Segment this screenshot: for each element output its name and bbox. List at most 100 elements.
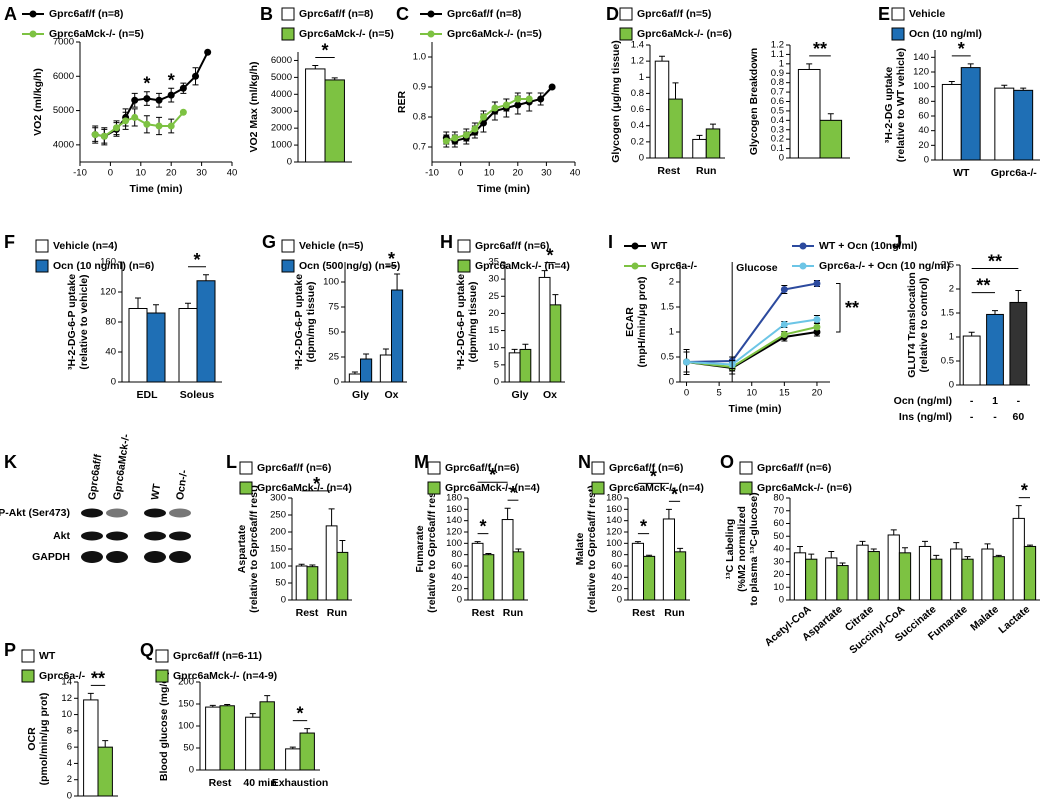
point [112,124,120,132]
point [143,95,151,103]
x-tick-label: 0 [458,168,463,179]
condition-label: Ins (ng/ml) [899,411,952,423]
bar [1009,301,1028,386]
y-tick-label: 50 [328,327,339,338]
y-axis-label: (relative to Gprc6af/f rest) [586,485,598,613]
blot-band [81,531,103,541]
blot-band [169,551,191,563]
y-tick-label: 0 [287,157,292,168]
y-tick-label: 0.5 [661,352,674,363]
error-bar [933,554,940,560]
bar [295,565,308,601]
bar [960,67,981,161]
y-tick-label: 60 [611,561,622,572]
error-bar [992,310,998,315]
series-line [686,326,818,369]
y-tick-label: 40 [105,347,116,358]
panel-letter: M [414,452,429,472]
y-tick-label: 20 [918,140,929,151]
legend-label: Gprc6aMck-/- (n=4) [475,260,570,272]
x-tick-label: Rest [209,777,232,789]
point [813,280,821,287]
y-tick-label: 180 [446,493,462,504]
y-tick-label: 0 [281,595,286,606]
legend-label: Gprc6aMck-/- (n=4) [445,482,540,494]
legend-swatch [739,481,753,495]
panel-letter: K [4,452,17,472]
bar [930,558,943,601]
y-tick-label: 20 [611,583,622,594]
annotation: * [509,483,516,503]
bar [836,565,849,601]
legend-label: Gprc6aMck-/- (n=5) [447,28,542,40]
y-tick-label: 0.6 [631,104,644,115]
legend-swatch [281,7,295,21]
x-tick-label: Soleus [180,389,215,401]
error-bar [953,542,960,549]
legend-swatch [21,669,35,683]
panel-letter: G [262,232,276,252]
y-axis-label: (%M2 normalized [736,506,748,592]
x-tick-label: Gly [512,389,529,401]
error-bar [87,692,94,700]
y-tick-label: 120 [606,527,622,538]
bar [348,373,361,383]
y-axis-label: (relative to WT vehicle) [895,48,907,162]
y-tick-label: 40 [611,572,622,583]
point [204,48,212,56]
panel-letter: H [440,232,453,252]
bar [898,552,912,601]
bar [196,280,216,383]
point [471,125,479,133]
bar [336,551,349,601]
legend-swatch [457,259,471,273]
point [780,331,788,338]
y-tick-label: 200 [270,527,286,538]
blot-band [144,531,166,541]
blot-column-label: Ocn-/- [174,469,190,501]
annotation: * [546,246,553,266]
y-axis-label: OCR [26,727,38,751]
error-bar [511,348,518,353]
y-axis-label: (dpm/mg tissue) [305,281,317,362]
legend-label: Gprc6af/f (n=6) [609,462,683,474]
bar [662,518,676,601]
legend-label: Vehicle [909,8,945,20]
legend-label: Gprc6af/f (n=6) [445,462,519,474]
error-bar [185,302,191,309]
y-tick-label: 1.4 [631,40,644,51]
y-tick-label: 20 [451,583,462,594]
annotation: * [193,250,200,270]
x-axis-label: Time (min) [729,403,782,415]
point [537,95,545,103]
point [514,95,522,103]
blot-column-label: Gprc6aMck-/- [111,433,132,501]
point [122,117,130,125]
point [167,122,175,130]
y-tick-label: 60 [773,518,784,529]
bar [654,60,670,159]
bar [819,119,843,159]
bar [219,705,235,771]
legend-label: Gprc6af/f (n=8) [447,8,521,20]
y-axis-label: Glycogen (μg/mg tissue) [610,40,622,163]
legend-label: Ocn (10 ng/ml) [909,28,982,40]
error-bar [135,297,141,309]
condition-value: - [970,395,974,407]
error-bar [967,63,974,68]
error-bar [522,343,529,350]
x-tick-label: 0 [108,168,113,179]
x-tick-label: 20 [513,168,524,179]
y-tick-label: 6000 [271,55,292,66]
y-tick-label: 6000 [53,71,74,82]
annotation: * [313,474,320,494]
x-tick-label: EDL [137,389,159,401]
point [780,321,788,328]
y-tick-label: 8 [67,725,72,736]
bar [83,699,99,797]
y-tick-label: 10 [61,709,72,720]
blot-band [144,508,166,518]
y-axis-label: (relative to Gprc6af/f rest) [426,485,438,613]
y-tick-label: 4 [67,758,72,769]
bar [471,542,484,601]
